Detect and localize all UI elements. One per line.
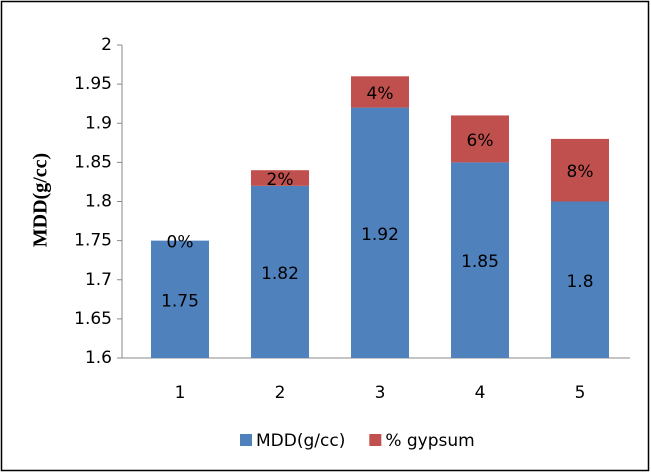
legend-label: MDD(g/cc): [256, 431, 345, 451]
x-tick-label: 1: [175, 383, 186, 403]
legend-swatch: [369, 434, 382, 446]
bar-segment: [151, 240, 209, 358]
data-label: 2%: [267, 170, 294, 190]
y-tick-label: 1.8: [85, 192, 112, 212]
y-tick-label: 1.6: [85, 348, 112, 368]
bar-segment: [451, 162, 509, 358]
data-label: 1.92: [361, 225, 399, 245]
y-tick-label: 1.95: [74, 74, 112, 94]
data-label: 1.75: [161, 291, 199, 311]
data-label: 6%: [467, 131, 494, 151]
y-tick-label: 1.9: [85, 113, 112, 133]
bar-segment: [551, 201, 609, 358]
y-tick-label: 1.7: [85, 270, 112, 290]
x-tick-label: 5: [575, 383, 586, 403]
bar-segment: [551, 138, 609, 202]
bar-segment: [351, 76, 409, 108]
data-label: 0%: [167, 233, 194, 253]
x-tick-label: 2: [275, 383, 286, 403]
y-tick-label: 1.75: [74, 231, 112, 251]
legend-label: % gypsum: [385, 431, 474, 451]
x-tick-label: 4: [475, 383, 486, 403]
data-label: 1.82: [261, 264, 299, 284]
data-label: 1.85: [461, 252, 499, 272]
bar-segment: [351, 107, 409, 358]
data-label: 8%: [567, 162, 594, 182]
bar-segment: [451, 115, 509, 163]
y-tick-label: 2: [101, 35, 112, 55]
legend-swatch: [240, 434, 252, 446]
data-label: 4%: [367, 84, 394, 104]
x-tick-label: 3: [375, 383, 386, 403]
bar-segment: [251, 170, 309, 186]
y-tick-label: 1.65: [74, 309, 112, 329]
y-tick-label: 1.85: [74, 152, 112, 172]
bar-segment: [251, 185, 309, 358]
y-axis-title: MDD(g/cc): [30, 153, 52, 247]
data-label: 1.8: [566, 272, 593, 292]
